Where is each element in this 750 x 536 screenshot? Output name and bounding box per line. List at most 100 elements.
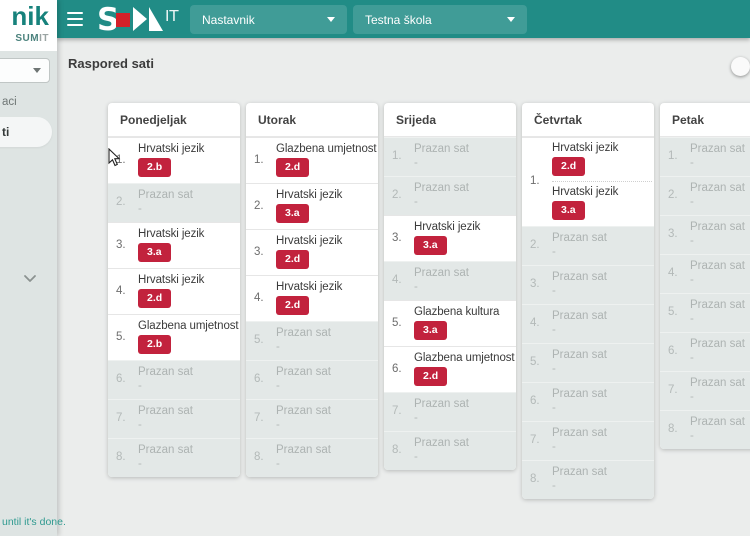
lesson-slot: 4. Hrvatski jezik 2.d — [108, 268, 240, 314]
slot-number: 5. — [530, 356, 540, 368]
day-header: Srijeda — [384, 103, 516, 137]
lesson-slot: 2. Prazan sat - — [522, 226, 654, 265]
subject-name: Hrvatski jezik — [138, 227, 205, 240]
subject-name: Glazbena umjetnost — [276, 142, 377, 155]
lesson-slot: 7. Prazan sat - — [108, 399, 240, 438]
class-badge: 2.b — [138, 334, 172, 354]
lesson-slot: 4. Prazan sat - — [522, 304, 654, 343]
toggle-knob[interactable] — [731, 57, 750, 76]
lesson: Hrvatski jezik 2.d — [552, 142, 652, 176]
lesson-slot: 7. Prazan sat - — [246, 399, 378, 438]
lesson: Glazbena kultura 3.a — [414, 306, 514, 340]
subject-name: Glazbena kultura — [414, 305, 500, 318]
empty-slot-value: - — [414, 281, 418, 293]
lesson-slot: 5. Glazbena kultura 3.a — [384, 300, 516, 346]
role-dropdown[interactable]: Nastavnik — [190, 5, 347, 34]
subject-name: Hrvatski jezik — [138, 273, 205, 286]
sidebar-quote: until it's done. — [2, 516, 66, 528]
day-header: Petak — [660, 103, 750, 137]
slot-content: Hrvatski jezik 2.d — [276, 235, 376, 269]
lesson-slot: 3. Prazan sat - — [660, 215, 750, 254]
slot-content: Prazan sat - — [552, 349, 652, 375]
slot-content: Prazan sat - — [276, 405, 376, 431]
slot-content: Glazbena umjetnost 2.d — [276, 142, 377, 177]
slot-number: 1. — [254, 153, 264, 166]
subject-name: Hrvatski jezik — [552, 186, 619, 198]
slot-number: 4. — [668, 267, 678, 279]
lesson-slot: 7. Prazan sat - — [384, 392, 516, 431]
lesson-slot: 7. Prazan sat - — [522, 421, 654, 460]
empty-slot-value: - — [552, 246, 556, 258]
slot-number: 8. — [668, 423, 678, 435]
lesson-slot: 8. Prazan sat - — [660, 410, 750, 449]
app-logo-text: nik — [11, 1, 49, 31]
slot-number: 5. — [116, 330, 126, 343]
slot-content: Prazan sat - — [690, 260, 750, 286]
sidebar-item-active-label: ti — [2, 125, 10, 139]
slot-content: Hrvatski jezik 2.d — [138, 274, 238, 308]
empty-slot-label: Prazan sat — [690, 260, 745, 272]
empty-slot-value: - — [414, 157, 418, 169]
slot-content: Hrvatski jezik 3.a — [138, 228, 238, 262]
school-dropdown[interactable]: Testna škola — [353, 5, 527, 34]
slot-content: Hrvatski jezik 2.b — [138, 143, 238, 177]
slot-content: Prazan sat - — [414, 143, 514, 169]
slot-content: Prazan sat - — [552, 466, 652, 492]
empty-slot-label: Prazan sat — [690, 377, 745, 389]
slot-content: Prazan sat - — [138, 405, 238, 431]
slot-content: Glazbena umjetnost 2.d — [414, 352, 515, 386]
empty-slot-label: Prazan sat — [276, 444, 331, 456]
lesson-slot: 6. Prazan sat - — [246, 360, 378, 399]
day-header: Četvrtak — [522, 103, 654, 137]
app-logo-subtext: SUMIT — [15, 33, 49, 44]
logo-sub-strong: SUM — [15, 33, 40, 44]
slot-content: Prazan sat - — [414, 182, 514, 208]
lesson-slot: 1. Glazbena umjetnost 2.d — [246, 137, 378, 183]
slot-content: Hrvatski jezik 3.a — [276, 189, 376, 223]
slot-content: Prazan sat - — [276, 444, 376, 470]
class-badge: 2.d — [552, 157, 586, 176]
slot-number: 6. — [254, 373, 264, 385]
lesson: Glazbena umjetnost 2.d — [414, 352, 515, 386]
lesson-slot: 3. Prazan sat - — [522, 265, 654, 304]
lesson-slot: 4. Hrvatski jezik 2.d — [246, 275, 378, 321]
slot-number: 8. — [530, 473, 540, 485]
slot-number: 7. — [668, 384, 678, 396]
slot-number: 8. — [116, 451, 126, 463]
page-title: Raspored sati — [68, 56, 154, 71]
app-header: S IT Nastavnik Testna škola — [57, 0, 750, 38]
empty-slot-label: Prazan sat — [138, 444, 193, 456]
content-area: Raspored sati Ponedjeljak 1. Hrvatski jezi… — [57, 38, 750, 536]
sidebar-item-label[interactable]: aci — [2, 96, 17, 108]
day-header: Ponedjeljak — [108, 103, 240, 137]
empty-slot-value: - — [276, 341, 280, 353]
lesson-slot: 4. Prazan sat - — [384, 261, 516, 300]
slot-number: 5. — [668, 306, 678, 318]
slot-number: 2. — [668, 189, 678, 201]
lesson-slot: 6. Glazbena umjetnost 2.d — [384, 346, 516, 392]
class-badge: 2.d — [276, 295, 310, 315]
subject-name: Hrvatski jezik — [414, 220, 481, 233]
slot-number: 8. — [392, 444, 402, 456]
day-column: Utorak 1. Glazbena umjetnost 2.d 2. Hrvatski … — [246, 103, 378, 477]
sidebar-select[interactable] — [0, 58, 50, 83]
lesson-slot: 5. Prazan sat - — [522, 343, 654, 382]
lesson: Hrvatski jezik 2.d — [276, 235, 376, 269]
class-badge: 2.b — [138, 157, 172, 177]
lesson-slot: 3. Hrvatski jezik 3.a — [384, 215, 516, 261]
lesson-slot: 2. Prazan sat - — [660, 176, 750, 215]
empty-slot-value: - — [690, 352, 694, 364]
slot-content: Prazan sat - — [690, 338, 750, 364]
slot-content: Prazan sat - — [138, 189, 238, 215]
slot-content: Prazan sat - — [552, 271, 652, 297]
sidebar-item-active[interactable]: ti — [0, 117, 52, 147]
empty-slot-label: Prazan sat — [690, 338, 745, 350]
slot-number: 2. — [116, 196, 126, 208]
sidebar-expand-chevron-icon[interactable] — [23, 274, 37, 283]
slot-content: Prazan sat - — [414, 398, 514, 424]
empty-slot-value: - — [276, 419, 280, 431]
empty-slot-label: Prazan sat — [690, 299, 745, 311]
slot-number: 3. — [254, 245, 264, 258]
slot-content: Prazan sat - — [552, 232, 652, 258]
menu-hamburger-icon[interactable] — [67, 12, 83, 26]
